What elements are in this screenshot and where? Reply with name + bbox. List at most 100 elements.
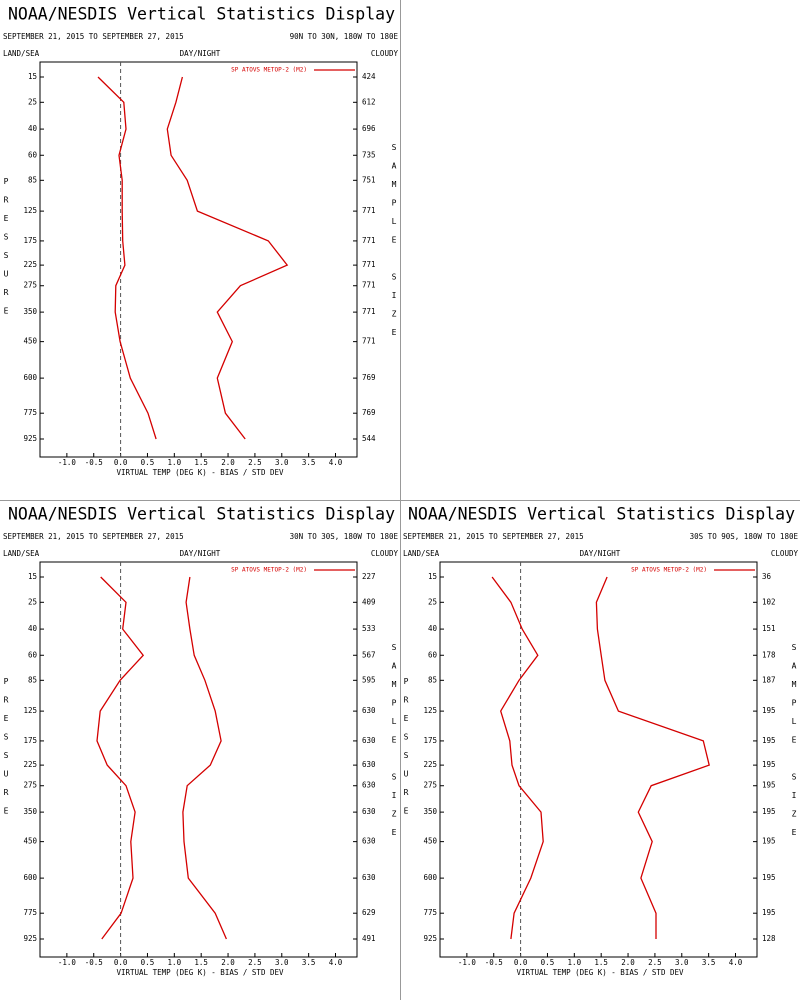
pressure-label: 60 bbox=[428, 650, 438, 659]
x-tick-label: 0.0 bbox=[514, 958, 528, 967]
sample-size: 187 bbox=[762, 675, 776, 684]
panel-title: NOAA/NESDIS Vertical Statistics Display bbox=[8, 505, 395, 524]
x-tick-label: 3.5 bbox=[302, 458, 316, 467]
panel: NOAA/NESDIS Vertical Statistics Display S… bbox=[2, 5, 399, 478]
pressure-label: 40 bbox=[28, 124, 38, 133]
pressure-label: 60 bbox=[28, 650, 38, 659]
pressure-label: 225 bbox=[423, 760, 437, 769]
sample-size: 195 bbox=[762, 908, 776, 917]
x-tick-label: 2.0 bbox=[621, 958, 635, 967]
x-tick-label: -0.5 bbox=[85, 958, 103, 967]
pressure-label: 775 bbox=[23, 408, 37, 417]
sample-size: 629 bbox=[362, 908, 376, 917]
bias-line bbox=[97, 76, 157, 440]
x-tick-label: 1.0 bbox=[568, 958, 582, 967]
land-sea-label: LAND/SEA bbox=[403, 549, 440, 558]
cloudy-label: CLOUDY bbox=[371, 549, 399, 558]
sample-size: 195 bbox=[762, 807, 776, 816]
x-tick-label: 2.5 bbox=[248, 958, 262, 967]
pressure-label: 925 bbox=[23, 934, 37, 943]
pressure-label: 275 bbox=[423, 781, 437, 790]
sample-size: 630 bbox=[362, 736, 376, 745]
x-tick-label: -1.0 bbox=[58, 958, 77, 967]
x-tick-label: 1.0 bbox=[168, 458, 182, 467]
plot-frame bbox=[439, 561, 758, 958]
pressure-label: 85 bbox=[28, 175, 37, 184]
sample-size: 771 bbox=[362, 307, 376, 316]
pressure-label: 600 bbox=[423, 873, 437, 882]
sample-size: 491 bbox=[362, 934, 376, 943]
plot-frame bbox=[39, 561, 358, 958]
date-range: SEPTEMBER 21, 2015 TO SEPTEMBER 27, 2015 bbox=[3, 32, 184, 41]
y-axis-label: PRESSURE bbox=[402, 677, 411, 825]
sample-size: 195 bbox=[762, 760, 776, 769]
sample-size: 195 bbox=[762, 736, 776, 745]
date-range: SEPTEMBER 21, 2015 TO SEPTEMBER 27, 2015 bbox=[403, 532, 584, 541]
pressure-label: 15 bbox=[28, 572, 37, 581]
bias-line bbox=[491, 576, 544, 940]
std-dev-line bbox=[166, 76, 289, 440]
sample-size: 771 bbox=[362, 260, 376, 269]
region: 30N TO 30S, 180W TO 180E bbox=[290, 532, 399, 541]
sample-size: 630 bbox=[362, 837, 376, 846]
x-tick-label: 0.5 bbox=[541, 958, 555, 967]
pressure-label: 275 bbox=[23, 281, 37, 290]
sample-size: 735 bbox=[362, 150, 376, 159]
x-tick-label: 0.0 bbox=[114, 458, 128, 467]
x-tick-label: 0.5 bbox=[141, 458, 155, 467]
x-tick-label: 3.0 bbox=[275, 458, 289, 467]
sample-size: 195 bbox=[762, 873, 776, 882]
plot-frame bbox=[39, 61, 358, 458]
sample-size: 178 bbox=[762, 650, 776, 659]
x-tick-label: 1.5 bbox=[594, 958, 608, 967]
x-tick-label: 3.0 bbox=[275, 958, 289, 967]
sample-size: 769 bbox=[362, 373, 376, 382]
sample-size: 102 bbox=[762, 597, 776, 606]
pressure-label: 600 bbox=[23, 373, 37, 382]
x-tick-label: 3.5 bbox=[702, 958, 716, 967]
x-tick-label: -0.5 bbox=[85, 458, 103, 467]
sample-size: 567 bbox=[362, 650, 376, 659]
sample-size-label: SAMPLE SIZE bbox=[790, 643, 799, 847]
pressure-label: 350 bbox=[23, 307, 37, 316]
sample-size: 696 bbox=[362, 124, 376, 133]
pressure-label: 25 bbox=[428, 597, 437, 606]
sample-size-label: SAMPLE SIZE bbox=[390, 643, 399, 847]
panel: NOAA/NESDIS Vertical Statistics Display S… bbox=[2, 505, 399, 978]
sample-size: 771 bbox=[362, 236, 376, 245]
bias-line bbox=[96, 576, 145, 940]
pressure-label: 40 bbox=[428, 624, 438, 633]
x-tick-label: 2.5 bbox=[648, 958, 662, 967]
sample-size: 544 bbox=[362, 434, 376, 443]
pressure-label: 175 bbox=[423, 736, 437, 745]
pressure-label: 225 bbox=[23, 260, 37, 269]
sample-size: 424 bbox=[362, 72, 376, 81]
pressure-label: 450 bbox=[23, 337, 37, 346]
date-range: SEPTEMBER 21, 2015 TO SEPTEMBER 27, 2015 bbox=[3, 532, 184, 541]
x-tick-label: 0.5 bbox=[141, 958, 155, 967]
land-sea-label: LAND/SEA bbox=[3, 49, 40, 58]
pressure-label: 775 bbox=[423, 908, 437, 917]
region: 90N TO 30N, 180W TO 180E bbox=[290, 32, 399, 41]
sample-size: 195 bbox=[762, 781, 776, 790]
pressure-label: 60 bbox=[28, 150, 38, 159]
pressure-label: 125 bbox=[23, 206, 37, 215]
sample-size: 630 bbox=[362, 807, 376, 816]
sample-size-label: SAMPLE SIZE bbox=[390, 143, 399, 347]
sample-size: 151 bbox=[762, 624, 776, 633]
panel-title: NOAA/NESDIS Vertical Statistics Display bbox=[408, 505, 795, 524]
x-tick-label: 3.0 bbox=[675, 958, 689, 967]
pressure-label: 125 bbox=[23, 706, 37, 715]
x-tick-label: 2.0 bbox=[221, 458, 235, 467]
sample-size: 751 bbox=[362, 175, 376, 184]
sample-size: 533 bbox=[362, 624, 376, 633]
sample-size: 630 bbox=[362, 873, 376, 882]
y-axis-label: PRESSURE bbox=[2, 677, 11, 825]
sample-size: 630 bbox=[362, 781, 376, 790]
day-night-label: DAY/NIGHT bbox=[180, 549, 221, 558]
sample-size: 630 bbox=[362, 706, 376, 715]
sample-size: 409 bbox=[362, 597, 376, 606]
pressure-label: 350 bbox=[423, 807, 437, 816]
pressure-label: 25 bbox=[28, 597, 37, 606]
